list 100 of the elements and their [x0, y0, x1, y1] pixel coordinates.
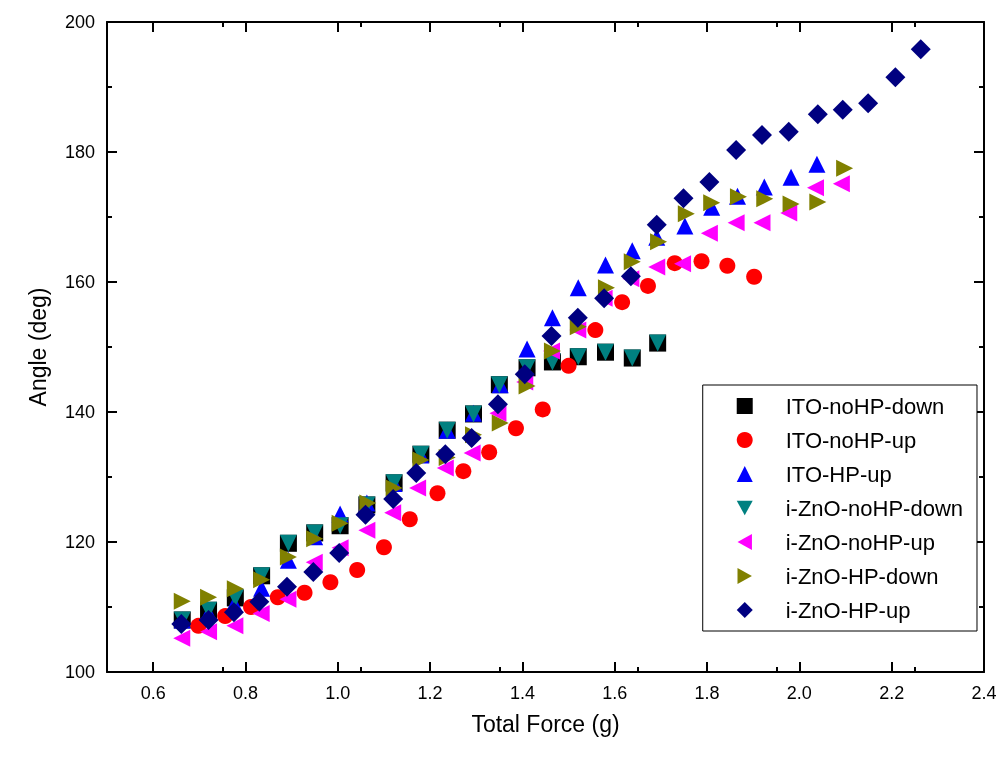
y-tick-label: 140: [64, 402, 95, 422]
x-tick-label: 1.6: [602, 683, 628, 703]
point: [514, 364, 535, 385]
point: [296, 584, 313, 601]
point: [435, 444, 456, 465]
point: [639, 277, 656, 294]
point: [560, 357, 577, 374]
x-tick-label: 1.2: [417, 683, 443, 703]
point: [727, 214, 745, 232]
point: [646, 214, 667, 235]
point: [807, 179, 825, 197]
point: [534, 401, 551, 418]
y-tick-label: 160: [64, 272, 95, 292]
point: [507, 420, 524, 437]
point: [676, 217, 694, 235]
point: [200, 588, 218, 606]
y-tick-label: 120: [64, 532, 95, 552]
point: [409, 479, 427, 497]
point: [252, 605, 270, 622]
point: [384, 504, 402, 522]
x-tick-label: 2.0: [786, 683, 812, 703]
point: [461, 428, 482, 448]
y-axis-title: Angle (deg): [24, 287, 51, 407]
point: [807, 104, 828, 125]
x-tick-label: 1.4: [509, 683, 535, 703]
point: [491, 414, 509, 432]
point: [780, 204, 798, 222]
point: [463, 444, 481, 462]
point: [518, 340, 536, 358]
point: [171, 613, 192, 634]
point: [778, 121, 799, 142]
point: [782, 195, 800, 213]
point: [349, 561, 366, 578]
legend-label: i-ZnO-noHP-down: [785, 495, 963, 521]
point: [751, 125, 772, 146]
point: [358, 521, 376, 539]
point: [567, 307, 588, 328]
point: [277, 576, 298, 597]
point: [832, 175, 850, 193]
point: [910, 39, 931, 60]
point: [808, 155, 826, 173]
point: [753, 214, 771, 232]
point: [455, 463, 472, 480]
point: [885, 67, 906, 88]
point: [543, 309, 561, 327]
point: [832, 99, 853, 120]
point: [674, 255, 692, 273]
point: [401, 511, 418, 528]
point: [782, 168, 800, 186]
legend-label: i-ZnO-HP-up: [785, 597, 911, 623]
legend-label: i-ZnO-HP-down: [785, 563, 939, 589]
point: [226, 580, 244, 598]
point: [173, 592, 191, 610]
point: [383, 489, 404, 510]
point: [249, 591, 270, 612]
point: [719, 257, 736, 274]
point: [329, 543, 350, 564]
x-tick-label: 2.2: [879, 683, 905, 703]
point: [322, 574, 339, 591]
point: [303, 561, 324, 582]
x-tick-label: 1.8: [694, 683, 720, 703]
point: [648, 258, 666, 276]
x-tick-label: 0.6: [140, 683, 166, 703]
point: [173, 629, 191, 647]
point: [279, 590, 297, 608]
point: [650, 233, 668, 251]
x-tick-label: 0.8: [232, 683, 258, 703]
point: [693, 253, 710, 270]
point: [253, 571, 271, 589]
point: [623, 253, 641, 271]
legend-label: i-ZnO-noHP-up: [785, 529, 935, 555]
point: [355, 504, 376, 525]
point: [223, 602, 244, 623]
legend-label: ITO-noHP-down: [785, 393, 945, 419]
point: [200, 623, 218, 641]
point: [226, 617, 244, 635]
point: [587, 322, 604, 339]
point: [700, 224, 718, 242]
point: [569, 279, 587, 297]
point: [809, 193, 827, 211]
point: [746, 268, 763, 285]
point: [703, 194, 721, 212]
point: [375, 539, 392, 556]
point: [436, 459, 454, 477]
legend-label: ITO-HP-up: [785, 461, 892, 487]
x-axis-title: Total Force (g): [471, 710, 620, 737]
point: [836, 159, 854, 177]
point: [726, 140, 747, 161]
y-tick-label: 200: [64, 12, 95, 32]
point: [429, 485, 446, 502]
point: [481, 444, 498, 461]
point: [406, 463, 427, 484]
point: [597, 256, 615, 274]
point: [756, 190, 774, 208]
legend-label: ITO-noHP-up: [785, 427, 917, 453]
point: [541, 325, 562, 346]
point: [198, 610, 219, 630]
y-tick-label: 100: [64, 662, 95, 682]
x-tick-label: 1.0: [325, 683, 351, 703]
point: [699, 171, 720, 192]
